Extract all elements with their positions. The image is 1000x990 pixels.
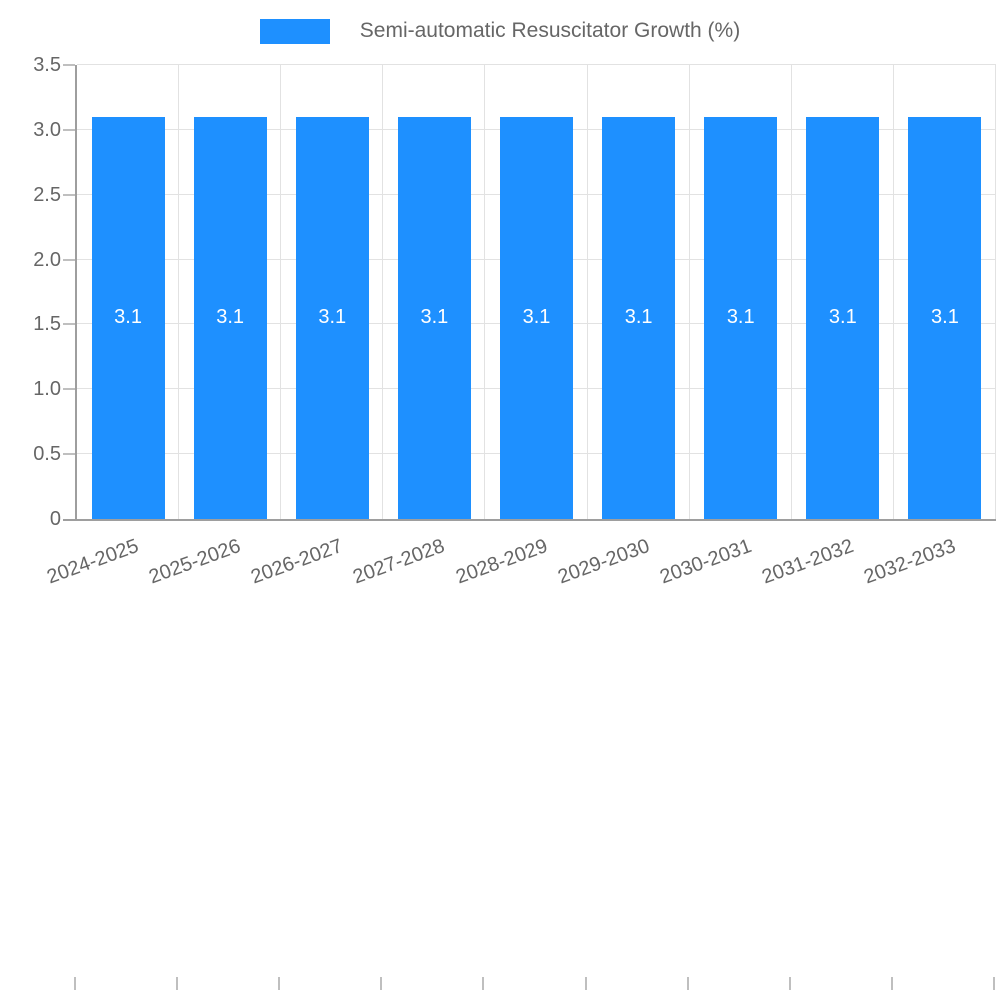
v-gridline: [995, 65, 996, 519]
v-gridline: [790, 65, 792, 519]
x-tick: [278, 977, 281, 990]
x-tick: [74, 977, 76, 990]
bar-value-label: 3.1: [318, 306, 347, 329]
y-tick: [63, 388, 75, 391]
y-tick: [63, 519, 75, 521]
bar-value-label: 3.1: [114, 306, 142, 329]
x-tick-label: 2032-2033: [861, 535, 959, 589]
x-tick-label: 2025-2026: [146, 535, 244, 589]
y-tick-label: 1.0: [33, 378, 61, 401]
v-gridline: [178, 65, 180, 519]
x-tick: [584, 977, 587, 990]
bar: 3.1: [704, 116, 778, 519]
bar-value-label: 3.1: [522, 306, 551, 329]
y-tick: [63, 193, 75, 196]
bar-value-label: 3.1: [216, 306, 245, 329]
y-tick-label: 2.0: [33, 248, 61, 271]
bar-value-label: 3.1: [828, 306, 857, 329]
x-axis-labels: 2024-2025 2025-2026 2026-2027 2027-2028 2028…: [44, 521, 995, 990]
legend-label: Semi-automatic Resuscitator Growth (%): [359, 19, 741, 42]
y-axis-labels: 0 0.5 1.0 1.5 2.0 2.5 3.0 3.5: [0, 54, 61, 530]
x-tick-label: 2027-2028: [350, 535, 448, 589]
y-tick: [63, 128, 75, 131]
x-tick-label: 2030-2031: [656, 535, 755, 589]
bar: 3.1: [295, 116, 369, 519]
legend: Semi-automatic Resuscitator Growth (%): [0, 17, 1000, 45]
y-tick-label: 0: [49, 508, 61, 530]
bar: 3.1: [397, 116, 471, 519]
v-gridline: [688, 65, 690, 519]
y-tick: [63, 64, 75, 66]
plot-area: 3.1 3.1 3.1 3.1 3.1 3.1 3.1 3.1 3.1: [63, 64, 996, 521]
bar: 3.1: [908, 116, 982, 519]
x-tick: [890, 977, 893, 990]
y-tick-label: 0.5: [33, 443, 61, 466]
legend-swatch: [259, 18, 330, 44]
y-tick-label: 1.5: [33, 313, 61, 336]
y-tick-label: 2.5: [33, 183, 61, 206]
v-gridline: [382, 65, 384, 519]
x-tick: [686, 977, 689, 990]
y-tick-label: 3.0: [33, 118, 61, 141]
bar: 3.1: [602, 116, 676, 519]
x-tick: [176, 977, 179, 990]
bar-value-label: 3.1: [726, 306, 755, 329]
bar-value-label: 3.1: [624, 306, 653, 329]
v-gridline: [280, 65, 282, 519]
x-tick-label: 2028-2029: [452, 535, 551, 589]
x-tick: [993, 977, 995, 990]
x-tick-label: 2031-2032: [758, 535, 857, 589]
bar: 3.1: [500, 116, 573, 519]
x-tick-label: 2029-2030: [554, 535, 653, 589]
x-tick: [482, 977, 485, 990]
chart-canvas: Semi-automatic Resuscitator Growth (%) 3…: [0, 17, 1000, 990]
bar: 3.1: [91, 116, 165, 519]
x-tick-label: 2026-2027: [248, 535, 346, 589]
x-tick: [380, 977, 383, 990]
h-gridline: [77, 64, 996, 65]
x-tick: [788, 977, 791, 990]
bar-value-label: 3.1: [931, 306, 959, 329]
y-tick-label: 3.5: [33, 54, 61, 76]
y-tick: [63, 453, 75, 456]
v-gridline: [586, 65, 588, 519]
y-tick: [63, 258, 75, 261]
bar-value-label: 3.1: [420, 306, 449, 329]
y-tick: [63, 323, 75, 326]
v-gridline: [892, 65, 894, 519]
v-gridline: [484, 65, 486, 519]
bar: 3.1: [806, 116, 880, 519]
bar: 3.1: [193, 116, 267, 519]
x-tick-label: 2024-2025: [44, 535, 142, 589]
